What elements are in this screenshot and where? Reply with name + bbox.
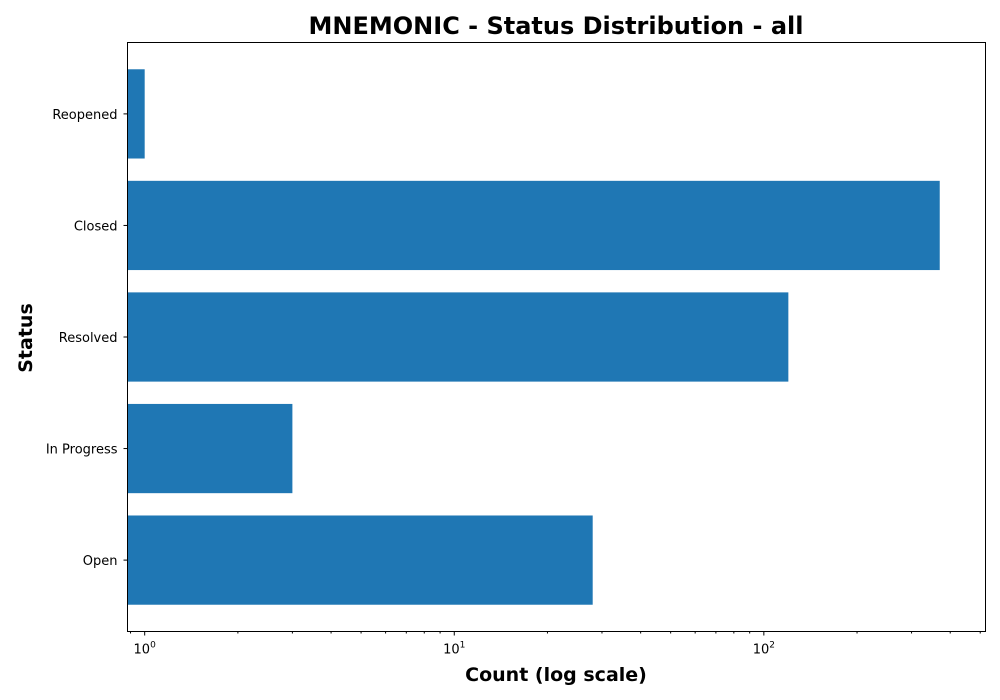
x-tick-label: 101 bbox=[443, 641, 465, 658]
bar-closed bbox=[127, 180, 940, 271]
chart-title: MNEMONIC - Status Distribution - all bbox=[309, 12, 804, 40]
y-axis-label: Status bbox=[15, 303, 37, 373]
plot-frame bbox=[127, 42, 986, 632]
y-tick-label-resolved: Resolved bbox=[59, 331, 118, 346]
y-tick-label-reopened: Reopened bbox=[52, 108, 117, 123]
x-axis-label: Count (log scale) bbox=[465, 664, 647, 686]
x-tick-label: 100 bbox=[134, 641, 157, 658]
bar-reopened bbox=[127, 69, 145, 159]
bars-layer bbox=[127, 69, 940, 605]
bar-open bbox=[127, 515, 593, 605]
ticks-layer: Open In Progress Resolved Closed Reopened 100… bbox=[46, 108, 981, 658]
bar-resolved bbox=[127, 292, 789, 382]
y-tick-label-open: Open bbox=[83, 554, 118, 569]
y-tick-label-in-progress: In Progress bbox=[46, 443, 118, 458]
y-tick-label-closed: Closed bbox=[74, 219, 118, 234]
bar-in-progress bbox=[127, 403, 293, 494]
x-tick-label: 102 bbox=[753, 641, 775, 658]
